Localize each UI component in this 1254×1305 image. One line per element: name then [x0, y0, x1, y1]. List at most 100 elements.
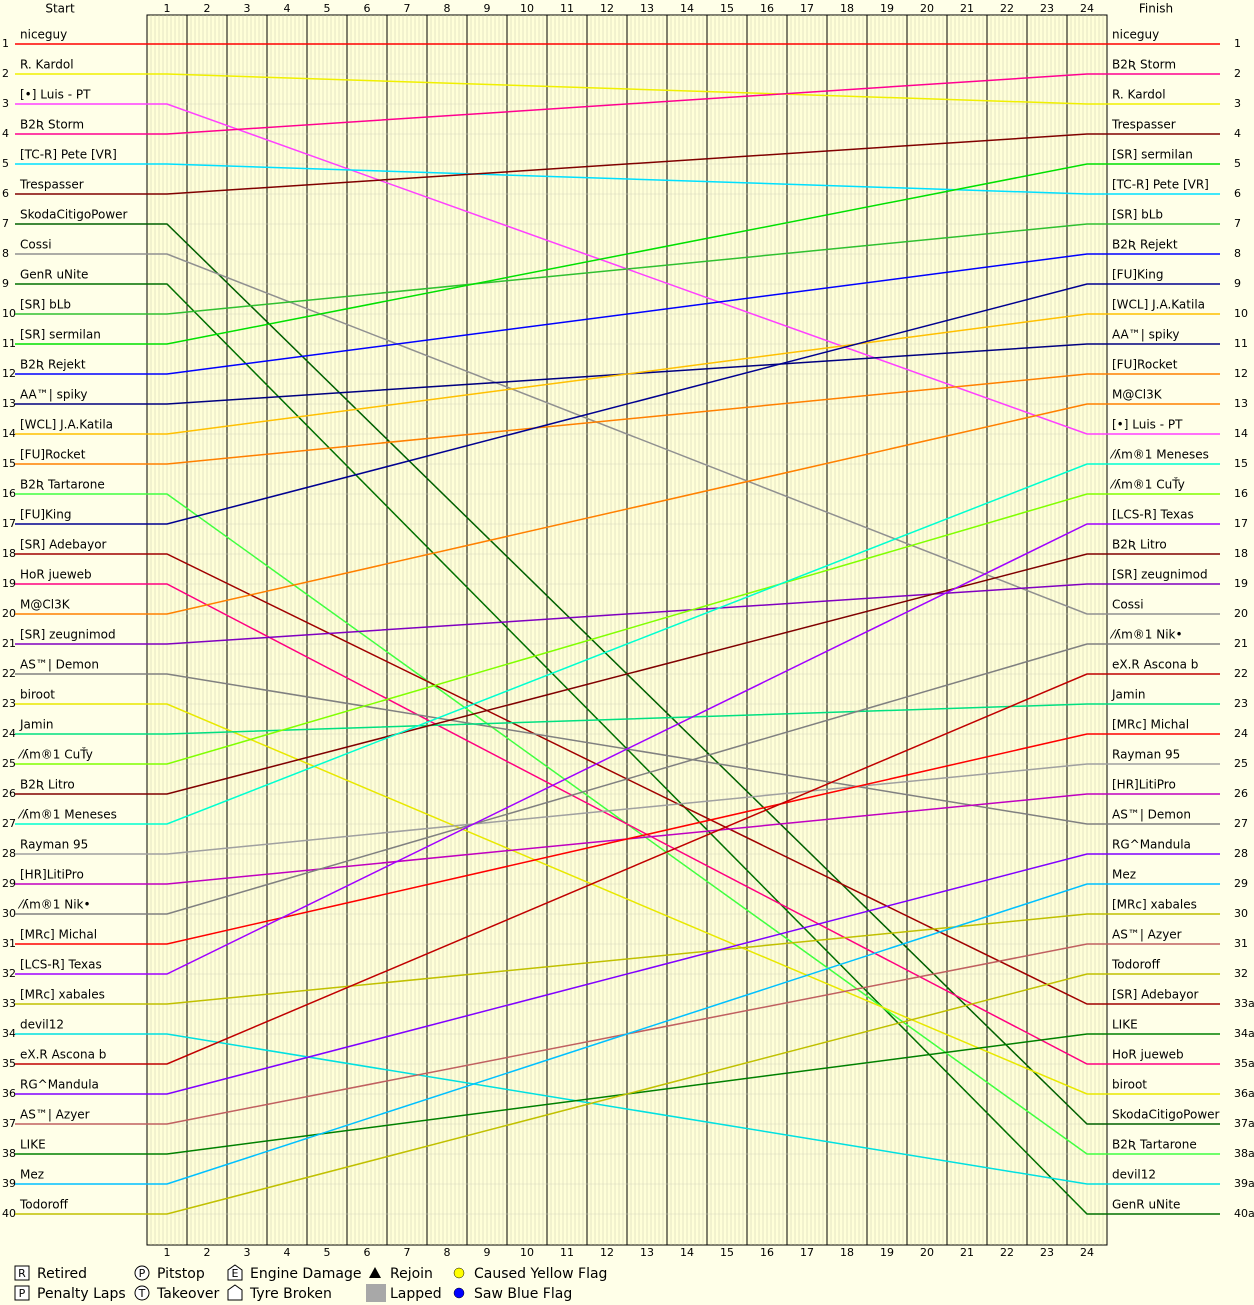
finish-position: 40a: [1234, 1207, 1254, 1220]
start-position: 23: [2, 697, 16, 710]
driver-path: [15, 463, 1107, 825]
finish-position: 25: [1234, 757, 1248, 770]
start-position: 24: [2, 727, 16, 740]
lap-label-top: 24: [1080, 2, 1094, 15]
driver-line: [15, 373, 1107, 465]
driver-path: [15, 703, 1107, 1095]
start-name: Jamin: [19, 718, 54, 732]
finish-name: AS™| Azyer: [1112, 928, 1182, 942]
lap-label-bottom: 9: [484, 1246, 491, 1259]
finish-position: 32: [1234, 967, 1248, 980]
start-position: 39: [2, 1177, 16, 1190]
start-name: ⁄ʎm®1 Nik•: [17, 898, 91, 912]
driver-line: [15, 913, 1107, 1005]
legend-label: Retired: [37, 1266, 87, 1282]
lap-label-bottom: 15: [720, 1246, 734, 1259]
finish-name: Cossi: [1112, 598, 1144, 612]
lap-label-bottom: 11: [560, 1246, 574, 1259]
start-name: [SR] sermilan: [20, 328, 101, 342]
finish-position: 5: [1234, 157, 1241, 170]
finish-name: ⁄ʎm®1 CuŤy: [1109, 477, 1185, 492]
finish-name: biroot: [1112, 1078, 1147, 1092]
lap-label-bottom: 23: [1040, 1246, 1054, 1259]
driver-line: [15, 253, 1107, 615]
finish-name: devil12: [1112, 1168, 1156, 1182]
finish-name: [FU]King: [1112, 268, 1163, 282]
lap-label-top: 13: [640, 2, 654, 15]
start-position: 20: [2, 607, 16, 620]
driver-line: [15, 733, 1107, 945]
start-position: 21: [2, 637, 16, 650]
lap-label-bottom: 3: [244, 1246, 251, 1259]
start-position: 17: [2, 517, 16, 530]
start-position: 16: [2, 487, 16, 500]
finish-position: 37a: [1234, 1117, 1254, 1130]
driver-line: [15, 73, 1107, 105]
driver-path: [15, 853, 1107, 1095]
driver-line: [15, 103, 1107, 435]
legend-icon: [14, 1265, 30, 1281]
start-position: 10: [2, 307, 16, 320]
lap-label-bottom: 14: [680, 1246, 694, 1259]
start-name: devil12: [20, 1018, 64, 1032]
lap-label-bottom: 24: [1080, 1246, 1094, 1259]
finish-position: 38a: [1234, 1147, 1254, 1160]
finish-position: 9: [1234, 277, 1241, 290]
start-position: 2: [2, 67, 9, 80]
driver-line: [15, 703, 1107, 1095]
start-position: 28: [2, 847, 16, 860]
finish-position: 8: [1234, 247, 1241, 260]
driver-line: [15, 163, 1107, 195]
start-position: 14: [2, 427, 16, 440]
driver-path: [15, 763, 1107, 855]
lap-label-top: 3: [244, 2, 251, 15]
legend-icon: [227, 1284, 243, 1301]
legend-icon: [369, 1267, 381, 1278]
start-position: 29: [2, 877, 16, 890]
driver-line: [15, 313, 1107, 435]
finish-position: 34a: [1234, 1027, 1254, 1040]
start-position: 32: [2, 967, 16, 980]
start-name: Rayman 95: [20, 838, 88, 852]
finish-name: [HR]LitiPro: [1112, 778, 1176, 792]
driver-line: [15, 553, 1107, 1005]
legend-label: Pitstop: [157, 1266, 205, 1282]
finish-name: [MRc] xabales: [1112, 898, 1197, 912]
finish-position: 11: [1234, 337, 1248, 350]
driver-path: [15, 283, 1107, 525]
finish-name: HoR jueweb: [1112, 1048, 1184, 1062]
start-name: RG^Mandula: [20, 1078, 99, 1092]
lap-label-bottom: 2: [204, 1246, 211, 1259]
lap-label-top: 21: [960, 2, 974, 15]
driver-line: [15, 943, 1107, 1125]
start-name: [SR] Adebayor: [20, 538, 107, 552]
lap-label-bottom: 1: [164, 1246, 171, 1259]
finish-name: SkodaCitigoPower: [1112, 1108, 1220, 1122]
start-position: 1: [2, 37, 9, 50]
lap-label-bottom: 5: [324, 1246, 331, 1259]
driver-line: [15, 673, 1107, 1065]
lap-label-top: 8: [444, 2, 451, 15]
driver-line: [15, 673, 1107, 825]
finish-name: B2Ʀ Tartarone: [1112, 1138, 1197, 1152]
finish-position: 14: [1234, 427, 1248, 440]
finish-position: 1: [1234, 37, 1241, 50]
driver-path: [15, 553, 1107, 1005]
finish-position: 16: [1234, 487, 1248, 500]
finish-name: Jamin: [1111, 688, 1146, 702]
finish-name: Todoroff: [1111, 958, 1161, 972]
legend-label: Penalty Laps: [37, 1286, 126, 1302]
lap-label-bottom: 12: [600, 1246, 614, 1259]
finish-position: 28: [1234, 847, 1248, 860]
driver-line: [15, 493, 1107, 1155]
driver-path: [15, 553, 1107, 795]
start-position: 31: [2, 937, 16, 950]
driver-path: [15, 73, 1107, 105]
start-position: 12: [2, 367, 16, 380]
start-name: B2Ʀ Rejekt: [20, 358, 86, 372]
driver-path: [15, 253, 1107, 375]
finish-name: [SR] zeugnimod: [1112, 568, 1208, 582]
finish-position: 10: [1234, 307, 1248, 320]
legend-label: Tyre Broken: [249, 1286, 332, 1302]
lap-label-bottom: 6: [364, 1246, 371, 1259]
